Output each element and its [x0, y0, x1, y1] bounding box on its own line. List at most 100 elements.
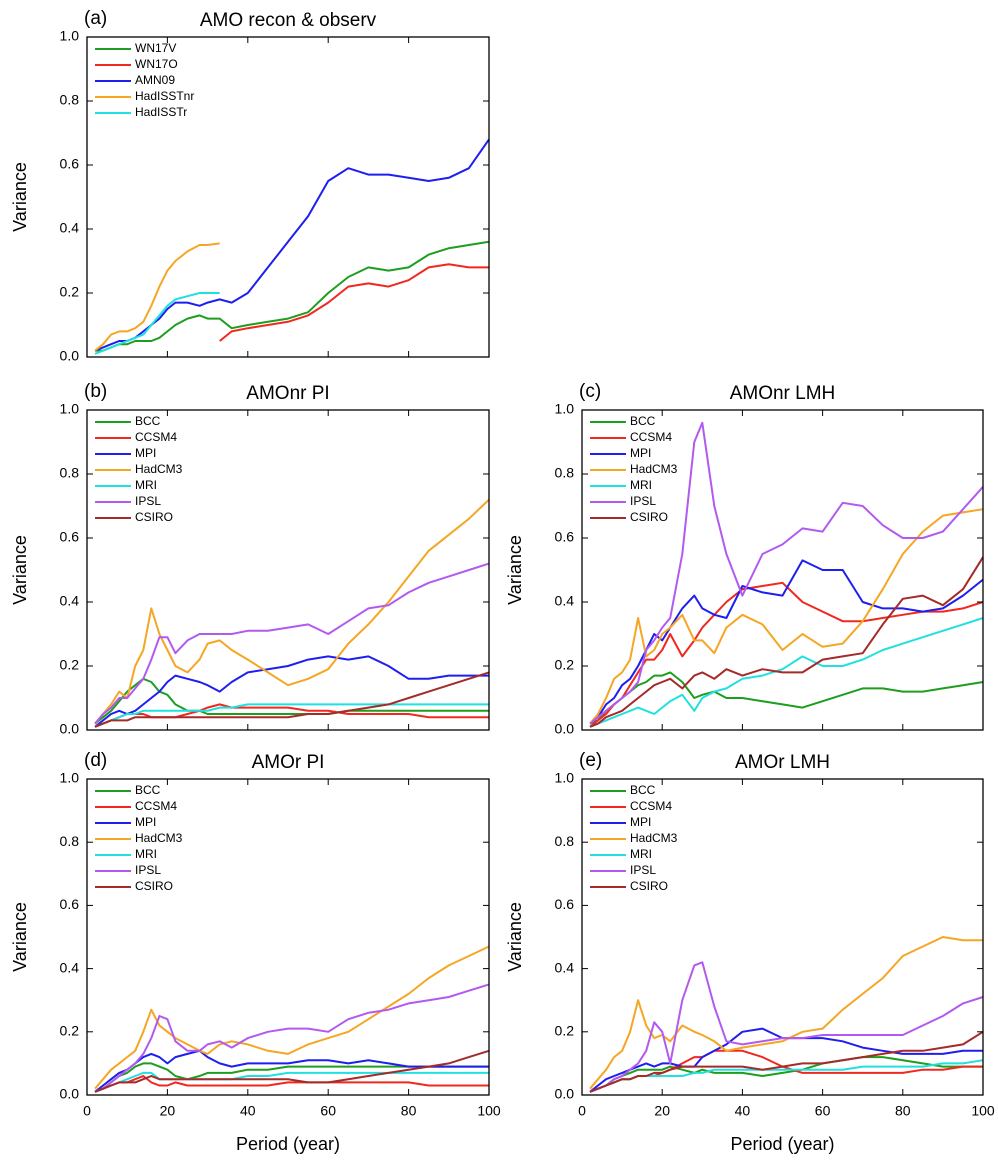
y-tick-label: 0.4: [60, 959, 80, 975]
legend-label: CSIRO: [630, 879, 668, 893]
legend-label: WN17V: [135, 41, 176, 55]
series-line: [589, 556, 984, 728]
panel-label: (a): [84, 8, 107, 29]
y-tick-label: 0.0: [555, 1086, 575, 1102]
legend-label: MPI: [630, 446, 651, 460]
panel: 0.0 0.2 0.4 0.6 0.8 1.0 0 20 40 60 80 100 (d) AMOr PI…: [10, 750, 501, 1154]
plot-frame: [86, 36, 490, 358]
legend-label: CCSM4: [135, 799, 177, 813]
series-line: [589, 559, 984, 725]
legend-label: AMN09: [135, 73, 175, 87]
x-axis-label: Period (year): [236, 1134, 340, 1154]
legend-label: HadISSTr: [135, 105, 187, 119]
legend-label: CCSM4: [630, 430, 672, 444]
y-tick-label: 0.8: [555, 465, 575, 481]
panel: 0.0 0.2 0.4 0.6 0.8 1.0(b) AMOnr PI Variance BCC…: [10, 381, 490, 737]
series-line: [94, 677, 489, 725]
panel-label: (d): [84, 750, 107, 771]
x-axis-label: Period (year): [730, 1134, 834, 1154]
legend-label: CCSM4: [135, 430, 177, 444]
legend-label: MPI: [135, 815, 156, 829]
y-tick-label: 0.2: [555, 1023, 575, 1039]
series-line: [94, 1049, 490, 1093]
y-tick-label: 0.4: [60, 593, 80, 609]
panel-label: (e): [579, 750, 602, 771]
plot-frame: [86, 409, 490, 731]
x-tick-label: 60: [815, 1103, 831, 1119]
y-tick-label: 0.0: [60, 1086, 80, 1102]
x-tick-label: 100: [477, 1103, 501, 1119]
legend-label: IPSL: [135, 863, 161, 877]
panel-label: (c): [579, 381, 601, 402]
series-line: [94, 1062, 489, 1093]
series-line: [94, 983, 490, 1093]
series-line: [589, 961, 984, 1093]
x-tick-label: 20: [654, 1103, 670, 1119]
legend-label: WN17O: [135, 57, 178, 71]
y-tick-label: 0.6: [60, 156, 80, 172]
y-axis-label: Variance: [505, 902, 525, 972]
legend-label: MRI: [135, 847, 157, 861]
series-line: [94, 655, 489, 728]
series-line: [589, 671, 984, 725]
y-tick-label: 0.6: [555, 896, 575, 912]
legend-label: IPSL: [630, 494, 656, 508]
legend-label: MRI: [135, 478, 157, 492]
legend-label: BCC: [630, 414, 656, 428]
legend-label: HadCM3: [630, 462, 678, 476]
x-tick-label: 60: [320, 1103, 336, 1119]
y-axis-label: Variance: [505, 535, 525, 605]
series-line: [94, 498, 490, 725]
panel-title: AMOr LMH: [735, 752, 830, 773]
y-tick-label: 0.0: [60, 721, 80, 737]
y-tick-label: 0.6: [555, 529, 575, 545]
series-line: [94, 945, 490, 1090]
legend-label: CCSM4: [630, 799, 672, 813]
series-line: [94, 703, 489, 728]
y-tick-label: 0.8: [60, 465, 80, 481]
y-tick-label: 0.0: [555, 721, 575, 737]
x-tick-label: 20: [160, 1103, 176, 1119]
x-tick-label: 40: [240, 1103, 256, 1119]
y-tick-label: 0.2: [60, 1023, 80, 1039]
y-tick-label: 0.6: [60, 896, 80, 912]
legend-label: MPI: [135, 446, 156, 460]
series-line: [94, 292, 220, 355]
x-tick-label: 0: [578, 1103, 586, 1119]
series-line: [94, 1075, 489, 1093]
series-line: [219, 263, 489, 342]
series-line: [94, 138, 490, 352]
y-tick-label: 1.0: [555, 401, 575, 417]
legend-label: CSIRO: [135, 510, 173, 524]
y-tick-label: 0.4: [555, 593, 575, 609]
legend-label: MRI: [630, 847, 652, 861]
panel-label: (b): [84, 381, 107, 402]
legend-label: CSIRO: [630, 510, 668, 524]
series-line: [94, 562, 490, 725]
legend-label: HadCM3: [630, 831, 678, 845]
panel-title: AMOnr LMH: [730, 383, 836, 404]
series-line: [589, 421, 984, 725]
y-axis-label: Variance: [10, 535, 30, 605]
y-tick-label: 0.6: [60, 529, 80, 545]
panel-title: AMOr PI: [252, 752, 325, 773]
y-tick-label: 0.4: [60, 220, 80, 236]
y-tick-label: 1.0: [60, 401, 80, 417]
panel: 0.0 0.2 0.4 0.6 0.8 1.0(c) AMOnr LMH Variance BC…: [505, 381, 984, 737]
y-tick-label: 1.0: [60, 28, 80, 44]
series-line: [589, 936, 983, 1090]
series-line: [95, 240, 490, 352]
legend-label: BCC: [630, 783, 656, 797]
legend-label: HadCM3: [135, 831, 183, 845]
y-tick-label: 0.8: [555, 833, 575, 849]
panel: 0.0 0.2 0.4 0.6 0.8 1.0(a) AMO recon & observ V…: [10, 8, 490, 364]
x-tick-label: 0: [83, 1103, 91, 1119]
x-tick-label: 100: [971, 1103, 995, 1119]
legend-label: MRI: [630, 478, 652, 492]
y-tick-label: 0.0: [60, 348, 80, 364]
x-tick-label: 80: [895, 1103, 911, 1119]
legend-label: MPI: [630, 815, 651, 829]
legend-label: HadISSTnr: [135, 89, 194, 103]
series-line: [94, 242, 220, 352]
